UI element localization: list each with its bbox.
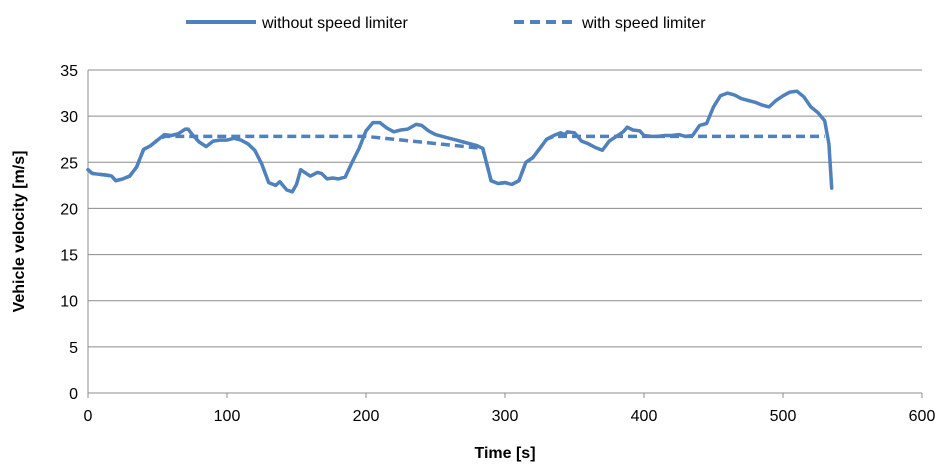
x-tick-label: 100 [214, 408, 241, 425]
y-tick-label: 30 [60, 109, 78, 126]
x-tick-label: 300 [492, 408, 519, 425]
y-tick-label: 15 [60, 248, 78, 265]
legend-without-speed-limiter-label: without speed limiter [261, 15, 409, 32]
y-axis-ticks: 0 5 10 15 20 25 30 35 [60, 63, 78, 403]
x-tick-label: 200 [353, 408, 380, 425]
y-tick-label: 5 [69, 340, 78, 357]
x-tick-label: 0 [84, 408, 93, 425]
x-tick-label: 600 [909, 408, 936, 425]
gridlines [87, 69, 922, 394]
y-tick-label: 25 [60, 155, 78, 172]
x-tick-label: 500 [770, 408, 797, 425]
x-axis-ticks: 0 100 200 300 400 500 600 [84, 393, 936, 425]
x-tick-label: 400 [631, 408, 658, 425]
y-tick-label: 0 [69, 386, 78, 403]
y-axis-title: Vehicle velocity [m/s] [11, 151, 28, 313]
series-group [86, 89, 834, 194]
legend-with-speed-limiter-label: with speed limiter [581, 15, 706, 32]
y-tick-label: 20 [60, 201, 78, 218]
legend: without speed limiter with speed limiter [186, 15, 706, 32]
x-axis-title: Time [s] [474, 445, 535, 462]
series-without-speed-limiter-line [86, 89, 834, 194]
y-tick-label: 10 [60, 294, 78, 311]
y-tick-label: 35 [60, 63, 78, 80]
